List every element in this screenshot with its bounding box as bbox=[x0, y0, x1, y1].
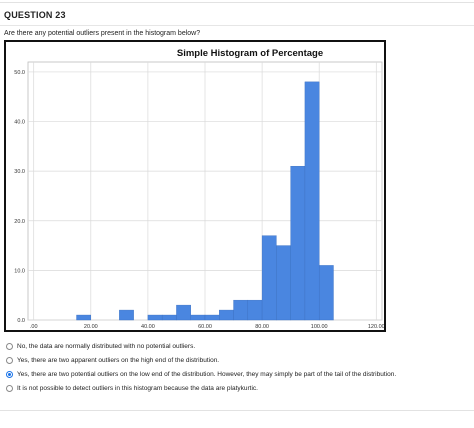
histogram-bar bbox=[247, 299, 263, 321]
question-header: QUESTION 23 bbox=[4, 10, 66, 20]
x-tick-label: 20.00 bbox=[84, 324, 98, 330]
radio-button[interactable] bbox=[6, 384, 13, 392]
x-tick-label: 120.00 bbox=[368, 324, 384, 330]
histogram-bar bbox=[76, 314, 92, 321]
histogram-bar bbox=[233, 299, 249, 321]
option-label: Yes, there are two apparent outliers on … bbox=[17, 356, 220, 364]
x-tick-label: 80.00 bbox=[255, 324, 269, 330]
question-text: Are there any potential outliers present… bbox=[4, 30, 201, 37]
histogram-bar bbox=[261, 235, 277, 321]
x-tick-label: 60.00 bbox=[198, 324, 212, 330]
top-divider bbox=[0, 2, 474, 3]
option-label: No, the data are normally distributed wi… bbox=[17, 342, 196, 350]
y-tick-label: 20.0 bbox=[14, 219, 25, 225]
radio-button[interactable] bbox=[6, 356, 13, 364]
radio-button[interactable] bbox=[6, 342, 13, 350]
x-tick-label: 100.00 bbox=[311, 324, 328, 330]
radio-button-selected[interactable] bbox=[6, 370, 13, 378]
option-low-outliers[interactable]: Yes, there are two potential outliers on… bbox=[6, 368, 474, 380]
histogram-bar bbox=[147, 314, 163, 321]
radio-dot-icon bbox=[8, 372, 11, 376]
histogram-bar bbox=[176, 304, 191, 321]
histogram-bar bbox=[276, 245, 291, 321]
bottom-divider bbox=[0, 410, 474, 411]
header-divider bbox=[0, 25, 474, 26]
option-no-outliers[interactable]: No, the data are normally distributed wi… bbox=[6, 340, 474, 352]
histogram-bar bbox=[204, 314, 220, 321]
chart-title: Simple Histogram of Percentage bbox=[177, 48, 323, 59]
y-tick-label: 10.0 bbox=[14, 268, 25, 274]
y-tick-label: 0.0 bbox=[17, 318, 25, 324]
x-tick-label: .00 bbox=[30, 324, 38, 330]
histogram-bar bbox=[161, 314, 177, 321]
option-label: Yes, there are two potential outliers on… bbox=[17, 370, 397, 378]
histogram-bar bbox=[318, 265, 334, 321]
y-tick-label: 50.0 bbox=[14, 70, 25, 76]
histogram-chart: Simple Histogram of Percentage 0.0 10.0 20.… bbox=[14, 48, 384, 330]
x-tick-label: 40.00 bbox=[141, 324, 155, 330]
histogram-bar bbox=[304, 81, 320, 321]
histogram-bar bbox=[219, 309, 234, 321]
y-tick-label: 40.0 bbox=[14, 120, 25, 126]
histogram-bar bbox=[190, 314, 206, 321]
option-high-outliers[interactable]: Yes, there are two apparent outliers on … bbox=[6, 354, 474, 366]
option-platykurtic[interactable]: It is not possible to detect outliers in… bbox=[6, 382, 474, 394]
y-tick-label: 30.0 bbox=[14, 169, 25, 175]
option-label: It is not possible to detect outliers in… bbox=[17, 384, 258, 392]
histogram-bar bbox=[119, 309, 134, 321]
histogram-bar bbox=[290, 165, 306, 321]
